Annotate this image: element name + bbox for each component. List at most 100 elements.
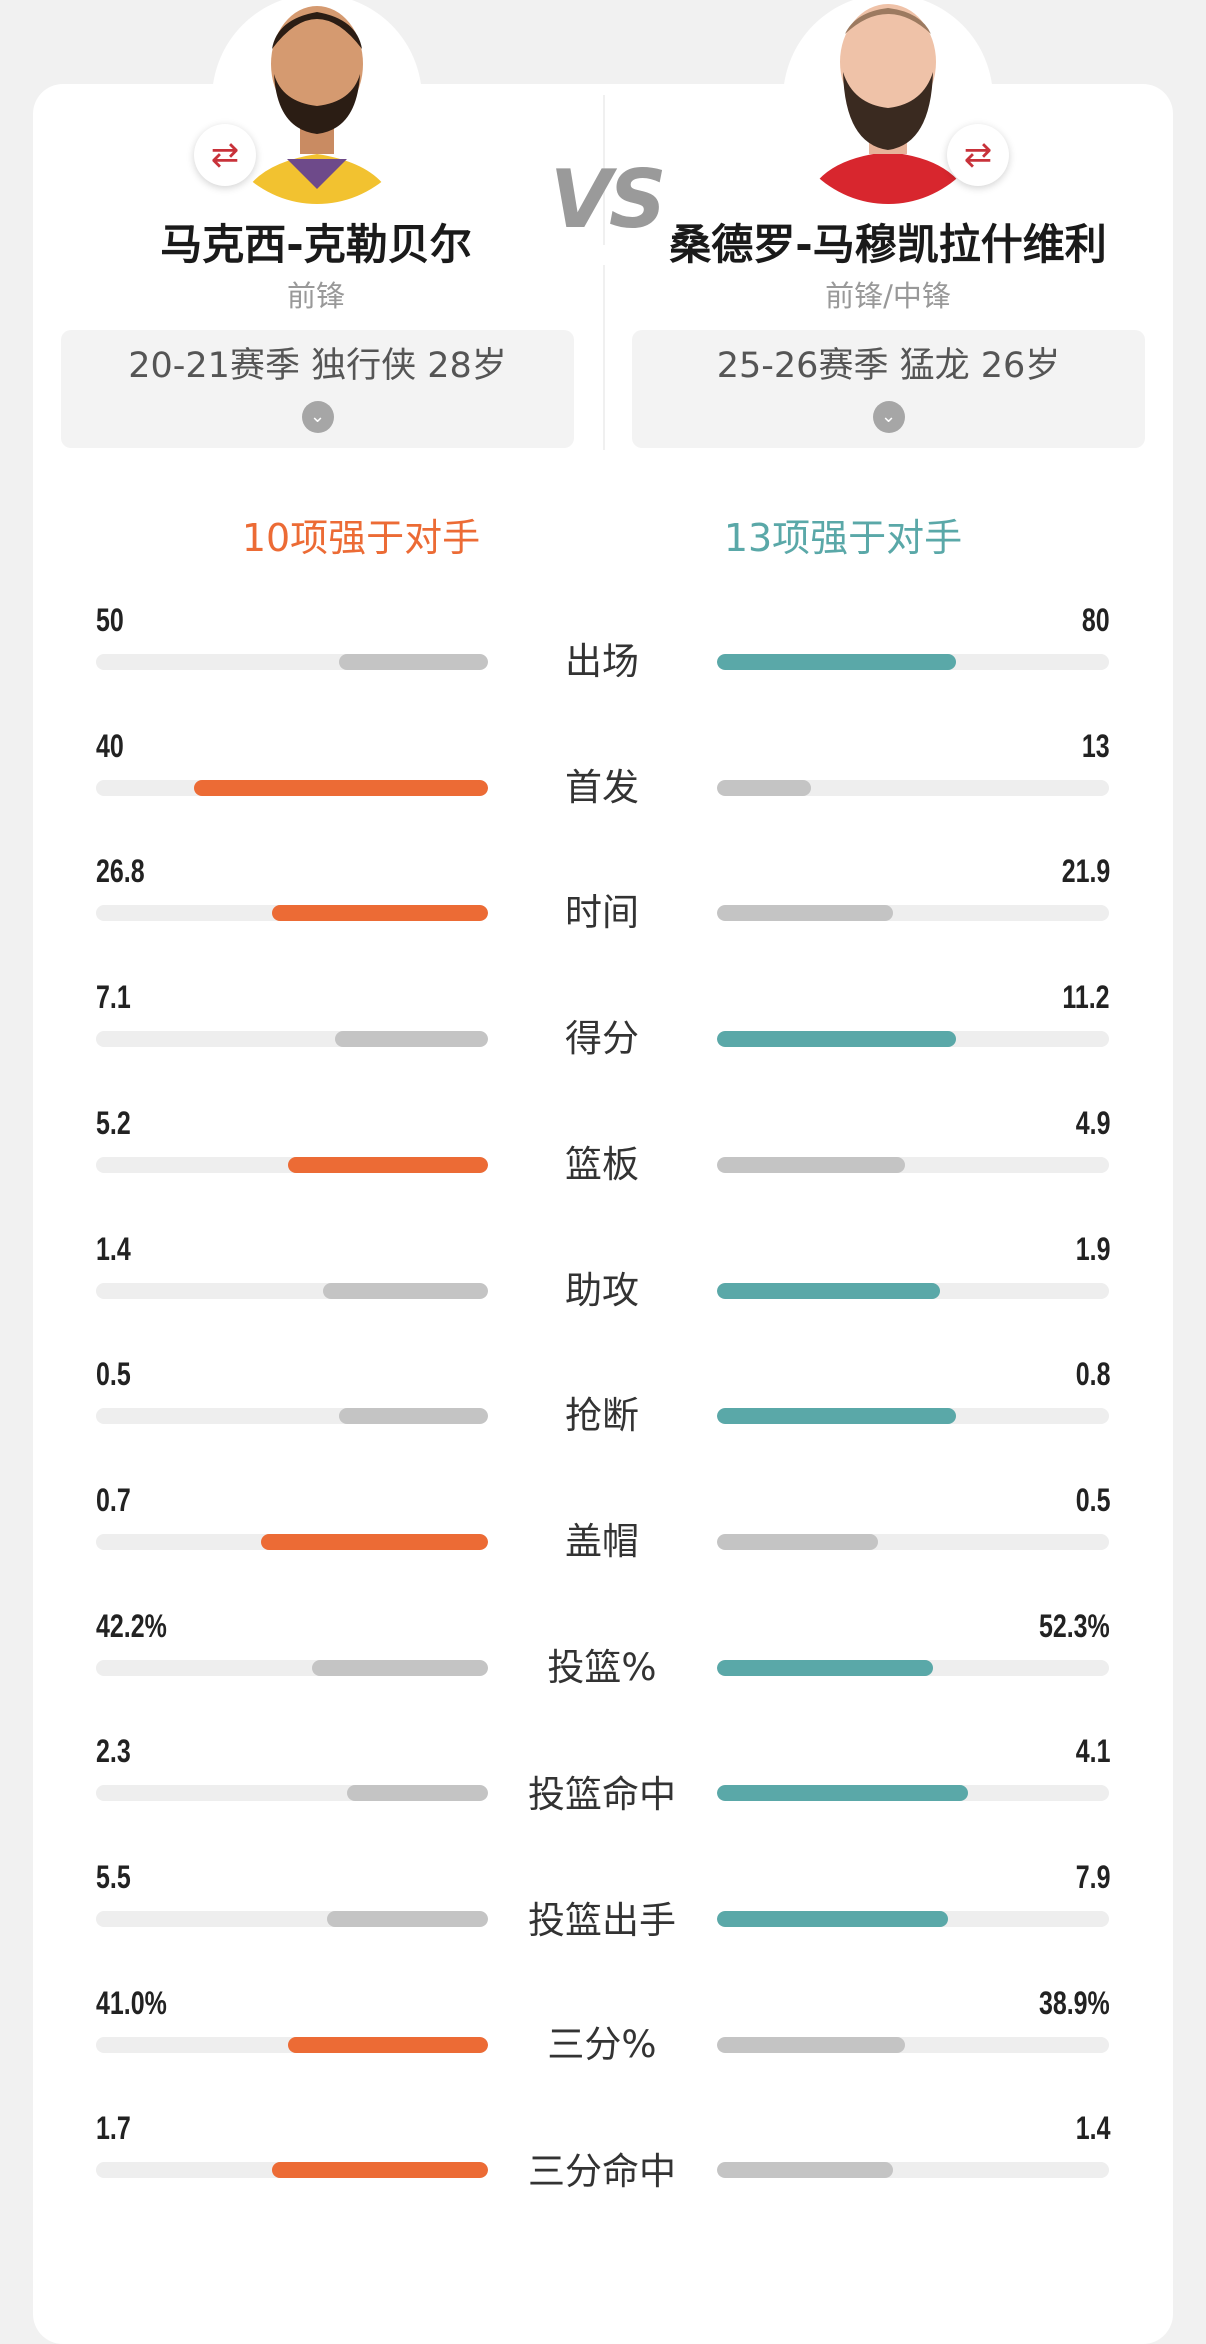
right-stat-value: 4.1 [1075, 1733, 1110, 1770]
right-stat-value: 13 [1082, 727, 1110, 764]
stat-label: 抢断 [565, 1394, 639, 1438]
right-stat-bar-fill [717, 654, 957, 670]
stat-label: 投篮出手 [528, 1899, 676, 1942]
left-stat-bar [96, 1785, 488, 1802]
left-stat-bar-fill [327, 1911, 488, 1927]
right-season-selector[interactable]: 25-26赛季 猛龙 26岁 ⌄ [632, 330, 1145, 448]
left-stat-bar-fill [311, 1659, 488, 1676]
right-stat-bar [717, 1282, 1109, 1299]
stat-label: 盖帽 [565, 1519, 639, 1563]
left-stat-bar [96, 2162, 488, 2179]
right-stat-bar-fill [717, 1911, 949, 1927]
right-player-position: 前锋/中锋 [825, 279, 951, 313]
left-stat-value: 2.3 [96, 1733, 131, 1770]
stat-row: 50 80 出场 [0, 600, 1206, 725]
right-stat-bar-fill [717, 1785, 968, 1802]
stat-row: 5.5 7.9 投篮出手 [0, 1857, 1206, 1982]
stat-label: 投篮命中 [528, 1773, 676, 1817]
stat-label: 三分% [547, 2022, 657, 2066]
vs-label: VS [550, 153, 667, 246]
right-stat-bar [717, 2036, 1109, 2053]
left-stat-bar-fill [272, 2162, 488, 2179]
left-stat-value: 26.8 [96, 853, 145, 890]
center-divider-lower [603, 265, 605, 450]
stat-row: 1.7 1.4 三分命中 [0, 2108, 1206, 2233]
left-stat-value: 5.2 [96, 1104, 131, 1141]
left-stat-bar [96, 1282, 488, 1299]
stat-row: 41.0% 38.9% 三分% [0, 1983, 1206, 2108]
right-stat-value: 0.8 [1075, 1356, 1110, 1393]
right-stat-value: 80 [1082, 602, 1110, 638]
stat-row: 0.5 0.8 抢断 [0, 1354, 1206, 1479]
left-stat-bar [96, 654, 488, 670]
right-player-name[interactable]: 桑德罗-马穆凯拉什维利 [669, 220, 1107, 269]
right-stat-value: 4.9 [1075, 1104, 1110, 1141]
right-stat-bar [717, 1031, 1109, 1048]
left-player-position: 前锋 [286, 279, 345, 313]
right-stat-bar [717, 1659, 1109, 1676]
right-stat-value: 7.9 [1075, 1859, 1110, 1895]
right-stat-bar [717, 2162, 1109, 2179]
left-stat-value: 1.7 [96, 2110, 131, 2147]
left-player-name[interactable]: 马克西-克勒贝尔 [160, 220, 472, 269]
left-stat-bar [96, 2036, 488, 2053]
left-stat-value: 0.7 [96, 1481, 131, 1518]
left-stat-value: 40 [96, 727, 124, 764]
stat-label: 三分命中 [528, 2150, 676, 2194]
left-stat-bar [96, 1911, 488, 1927]
left-stat-bar [96, 1408, 488, 1425]
stat-label: 首发 [565, 765, 639, 809]
left-stat-bar [96, 905, 488, 922]
left-stat-bar [96, 779, 488, 796]
right-stat-bar [717, 905, 1109, 922]
swap-arrows-icon: ⇄ [963, 135, 993, 175]
right-stat-bar-fill [717, 1533, 878, 1550]
left-stat-bar-fill [272, 905, 488, 922]
right-stat-value: 38.9% [1039, 1984, 1110, 2021]
left-stat-value: 50 [96, 602, 124, 638]
left-stat-value: 41.0% [96, 1984, 167, 2021]
right-stat-bar [717, 654, 1109, 670]
left-stat-value: 7.1 [96, 979, 131, 1016]
left-stat-bar-fill [260, 1533, 488, 1550]
left-player-avatar[interactable] [212, 0, 422, 204]
left-stat-bar-fill [339, 654, 488, 670]
stat-label: 助攻 [565, 1268, 639, 1312]
right-season-text: 25-26赛季 猛龙 26岁 [716, 346, 1061, 386]
left-player-photo [212, 0, 422, 204]
stat-row: 0.7 0.5 盖帽 [0, 1480, 1206, 1605]
chevron-down-icon: ⌄ [872, 401, 905, 433]
stat-label: 得分 [565, 1017, 639, 1061]
right-swap-button[interactable]: ⇄ [947, 124, 1009, 186]
left-stat-bar-fill [288, 2036, 488, 2053]
right-stat-value: 52.3% [1039, 1607, 1110, 1644]
right-stat-bar [717, 1156, 1109, 1173]
left-season-selector[interactable]: 20-21赛季 独行侠 28岁 ⌄ [61, 330, 574, 448]
stat-label: 投篮% [547, 1645, 657, 1689]
stat-label: 时间 [565, 891, 639, 935]
right-stat-value: 21.9 [1061, 853, 1110, 890]
right-stat-value: 11.2 [1062, 979, 1110, 1016]
left-summary: 10项强于对手 [241, 516, 481, 560]
left-stat-bar-fill [323, 1282, 488, 1299]
left-stat-bar [96, 1533, 488, 1550]
left-stat-bar-fill [335, 1031, 488, 1048]
left-swap-button[interactable]: ⇄ [194, 124, 256, 186]
stat-row: 40 13 首发 [0, 726, 1206, 851]
left-stat-value: 1.4 [96, 1230, 131, 1267]
right-stat-bar-fill [717, 1031, 957, 1048]
stat-row: 2.3 4.1 投篮命中 [0, 1731, 1206, 1856]
chevron-down-icon: ⌄ [301, 401, 334, 433]
left-stat-bar [96, 1659, 488, 1676]
swap-arrows-icon: ⇄ [210, 135, 240, 175]
right-stat-value: 1.9 [1075, 1230, 1110, 1267]
right-stat-bar-fill [717, 2162, 894, 2179]
right-stat-bar-fill [717, 905, 894, 922]
right-stat-value: 0.5 [1075, 1481, 1110, 1518]
right-stat-bar-fill [717, 1282, 941, 1299]
comparison-card [33, 84, 1173, 2344]
stat-label: 篮板 [565, 1142, 639, 1186]
right-stat-bar-fill [717, 2036, 906, 2053]
left-stat-value: 0.5 [96, 1356, 131, 1393]
left-stat-bar [96, 1031, 488, 1048]
